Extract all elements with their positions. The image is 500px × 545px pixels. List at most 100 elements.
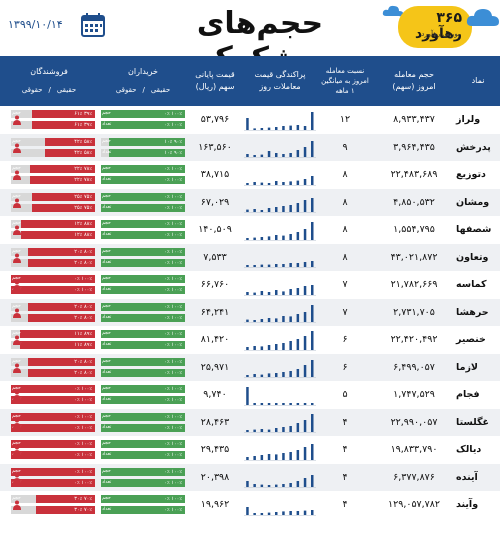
sellers-cell-bars: ۰٪ ۱۰۰٪ حجم ۰٪ ۱۰۰٪تعداد [11,411,95,434]
table-row[interactable]: غگلستا ۲۲,۹۹۰,۰۵۷ ۴ ۲۸,۴۶۳ ۰٪ ۱۰۰٪ حجم ۰٪ ۱۰۰٪… [0,408,500,437]
person-icon [13,363,21,373]
table-row[interactable]: حرهشا ۲,۷۳۱,۷۰۵ ۷ ۶۴,۲۴۱ ۰٪ ۱۰۰٪ حجم ۰٪ ۱۰۰٪ تع… [0,298,500,327]
sparkline-bar [311,402,314,405]
volume-cell: ۶,۳۷۷,۸۷۶ [393,471,435,483]
bar-fill [109,148,185,157]
col-buyers-label: خریداران [128,67,158,76]
sellers-cell-bars: ۱۲٪ ۸۸٪ حجم ۱۲٪ ۸۸٪تعداد [11,218,95,241]
ratio-cell: ۸ [342,224,348,236]
bar-fill [101,110,185,119]
bar-fill [11,423,95,432]
sparkline-bar [296,263,300,268]
bar-percent-text: ۰٪ ۱۰۰٪ [164,259,182,266]
sparkline-bar [253,402,256,405]
col-buyers-sub: حقیقی / حقوقی [115,86,171,94]
sparkline-bar [246,291,249,295]
bar-fill [101,423,185,432]
person-icon [13,500,21,511]
table-row[interactable]: خنصیر ۲۲,۴۲۰,۴۹۲ ۶ ۸۱,۴۲۰ ۰٪ ۱۰۰٪ حجم ۰٪ ۱۰۰٪ ت… [0,326,500,354]
count-label: تعداد [102,204,112,210]
volume-label: حجم [102,221,111,227]
table-row[interactable]: وآیند ۱۲۹,۰۵۷,۷۸۲ ۴ ۱۹,۹۶۲ ۰٪ ۱۰۰٪ حجم ۰٪ ۱۰۰٪… [0,491,500,519]
bar-fill [11,412,95,421]
table-row[interactable]: فجام ۱,۷۴۷,۵۲۹ ۵ ۹,۷۴۰ ۰٪ ۱۰۰٪ حجم ۰٪ ۱۰۰٪ تعدا… [0,381,500,409]
bar-fill [101,357,185,366]
table-row[interactable]: کماسه ۲۱,۷۸۲,۶۶۹ ۷ ۶۶,۷۶۰ ۰٪ ۱۰۰٪ حجم ۰٪ ۱۰۰٪ ت… [0,271,500,299]
bar-fill [101,192,185,201]
bar-fill [36,506,95,515]
bar-fill [101,467,185,476]
sparkline-cell [242,409,318,437]
bar-fill [44,137,95,146]
sparkline-bar [303,262,307,268]
sparkline-bar [296,449,300,460]
sellers-cell-bars: ۲۰٪ ۸۰٪ حجم ۲۰٪ ۸۰٪تعداد [11,246,95,269]
volume-label: حجم [102,248,111,254]
bar-percent-text: ۰٪ ۱۰۰٪ [164,358,182,365]
table-row[interactable]: دیالک ۱۹,۸۳۳,۷۹۰ ۴ ۲۹,۴۳۵ ۰٪ ۱۰۰٪ حجم ۰٪ ۱۰۰٪ ت… [0,436,500,464]
table-row[interactable]: ولراز ۸,۹۳۳,۴۳۷ ۱۲ ۵۳,۷۹۶ ۰٪ ۱۰۰٪ حجم ۰٪ ۱۰۰٪ ت… [0,106,500,134]
volume-label: حجم [12,358,21,364]
bar-percent-text: ۰٪ ۱۰۰٪ [164,496,182,503]
bar-percent-text: ۲۲٪ ۷۸٪ [74,177,92,184]
sparkline-bar [275,207,278,213]
sparkline-chart [244,414,316,434]
table-row[interactable]: آینده ۶,۳۷۷,۸۷۶ ۴ ۲۰,۳۹۸ ۰٪ ۱۰۰٪ حجم ۰٪ ۱۰۰٪ تع… [0,463,500,492]
sparkline-bar [275,402,278,405]
count-bar: ۰٪ ۱۰۰٪ تعداد [101,121,185,130]
volume-cell: ۸,۹۳۳,۴۳۷ [393,114,435,126]
table-row[interactable]: ومشان ۴,۸۵۰,۵۳۲ ۸ ۶۷,۰۲۹ ۰٪ ۱۰۰٪ حجم ۰٪ ۱۰۰٪ تع… [0,188,500,216]
sellers-cell: ۲۰٪ ۸۰٪ حجم ۲۰٪ ۸۰٪تعداد [0,299,98,327]
sparkline-bar [246,506,249,515]
bar-percent-text: ۰٪ ۱۰۰٪ [74,276,92,283]
sparkline-bar [282,342,285,350]
col-symbol: نماد [456,56,500,106]
buyers-cell-bars: ۰٪ ۱۰۰٪ حجم ۰٪ ۱۰۰٪ تعداد [101,273,185,296]
bar-fill [11,478,95,487]
sellers-cell-bars: ۲۰٪ ۸۰٪ حجم ۲۰٪ ۸۰٪تعداد [11,301,95,324]
sparkline-chart [244,261,316,269]
sparkline-bar [246,265,249,268]
sellers-cell-bars: ۱۱٪ ۸۹٪ حجم ۱۱٪ ۸۹٪تعداد [11,328,95,351]
sparkline-bar [275,373,278,378]
sparkline-chart [244,330,316,351]
count-bar: ۲۰٪ ۸۰٪تعداد [11,258,95,267]
table-row[interactable]: لازما ۶,۴۹۹,۰۵۷ ۶ ۲۵,۹۷۱ ۰٪ ۱۰۰٪ حجم ۰٪ ۱۰۰٪ تع… [0,353,500,381]
sparkline-bar [282,125,285,130]
sparkline-bar [311,305,314,323]
ratio-cell: ۴ [342,471,348,483]
volume-label: حجم [12,386,21,392]
count-bar: ۰٪ ۱۰۰٪ تعداد [101,341,185,350]
count-bar: ۰٪ ۱۰۰٪ تعداد [101,506,185,515]
sparkline-bar [289,340,292,350]
price-cell: ۶۶,۷۶۰ [200,279,230,291]
sparkline-bar [289,288,292,295]
symbol-cell: فجام [456,389,480,401]
bar-fill [101,286,185,295]
sparkline-chart [244,198,316,214]
volume-label: حجم [12,248,21,254]
symbol-cell: آینده [456,471,478,483]
volume-label: حجم [102,331,111,337]
table-row[interactable]: پدرخش ۳,۹۶۴,۴۳۵ ۹ ۱۶۳,۵۶۰ ۱۰٪ ۹۰٪ حجم ۱۰٪ ۹۰٪ ت… [0,133,500,161]
volume-label: حجم [12,441,21,447]
volume-label: حجم [12,413,21,419]
table-row[interactable]: وتعاون ۴۳,۰۲۱,۸۷۲ ۸ ۷,۵۳۳ ۰٪ ۱۰۰٪ حجم ۰٪ ۱۰۰٪ ت… [0,243,500,271]
buyers-cell-bars: ۰٪ ۱۰۰٪ حجم ۰٪ ۱۰۰٪ تعداد [101,191,185,214]
sellers-cell: ۰٪ ۱۰۰٪ حجم ۰٪ ۱۰۰٪تعداد [0,464,98,492]
sparkline-bar [289,451,292,460]
sellers-cell-bars: ۶۱٪ ۳۹٪ حجم ۶۱٪ ۳۹٪تعداد [11,108,95,131]
bar-fill [32,110,95,119]
sparkline-bar [311,141,314,158]
sparkline-bar [253,292,256,295]
person-icon [13,308,21,318]
volume-bar: ۰٪ ۱۰۰٪ حجم [11,385,95,394]
bar-percent-text: ۰٪ ۱۰۰٪ [164,479,182,486]
sparkline-cell [242,436,318,464]
symbol-cell: شصفها [456,224,492,236]
volume-bar: ۶۱٪ ۳۹٪ حجم [11,110,95,119]
bar-percent-text: ۰٪ ۱۰۰٪ [74,468,92,475]
table-row[interactable]: دتوزیع ۲۲,۴۸۳,۶۸۹ ۸ ۳۸,۷۱۵ ۰٪ ۱۰۰٪ حجم ۰٪ ۱۰۰٪… [0,161,500,189]
table-row[interactable]: شصفها ۱,۵۵۴,۷۹۵ ۸ ۱۴۰,۵۰۹ ۰٪ ۱۰۰٪ حجم ۰٪ ۱۰۰٪ ت… [0,216,500,244]
person-icon [13,143,21,153]
